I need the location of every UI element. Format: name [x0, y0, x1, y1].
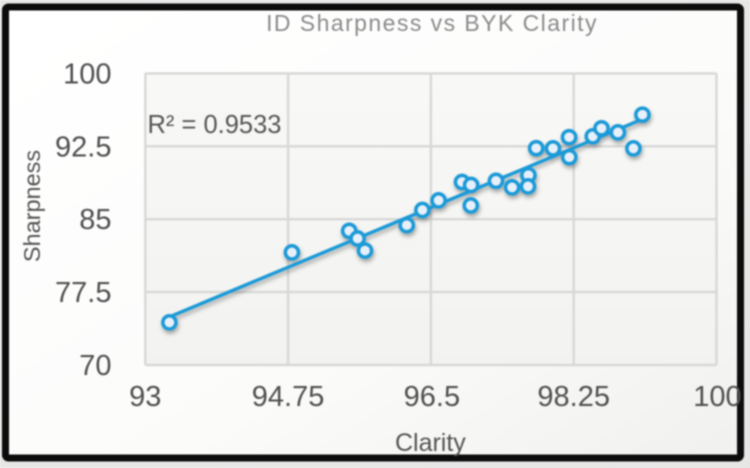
svg-text:70: 70 — [79, 350, 111, 382]
svg-text:R² = 0.9533: R² = 0.9533 — [148, 111, 282, 139]
svg-text:Sharpness: Sharpness — [19, 150, 45, 262]
svg-text:98.25: 98.25 — [537, 381, 610, 413]
svg-text:77.5: 77.5 — [55, 277, 111, 309]
svg-text:Clarity: Clarity — [395, 429, 466, 457]
svg-text:100: 100 — [63, 58, 111, 90]
svg-text:96.5: 96.5 — [404, 381, 460, 413]
svg-text:92.5: 92.5 — [55, 131, 111, 163]
svg-text:93: 93 — [129, 381, 161, 413]
svg-text:100: 100 — [693, 381, 741, 413]
svg-text:ID Sharpness vs BYK Clarity: ID Sharpness vs BYK Clarity — [266, 10, 598, 36]
svg-text:94.75: 94.75 — [252, 381, 325, 413]
svg-text:85: 85 — [79, 204, 111, 236]
